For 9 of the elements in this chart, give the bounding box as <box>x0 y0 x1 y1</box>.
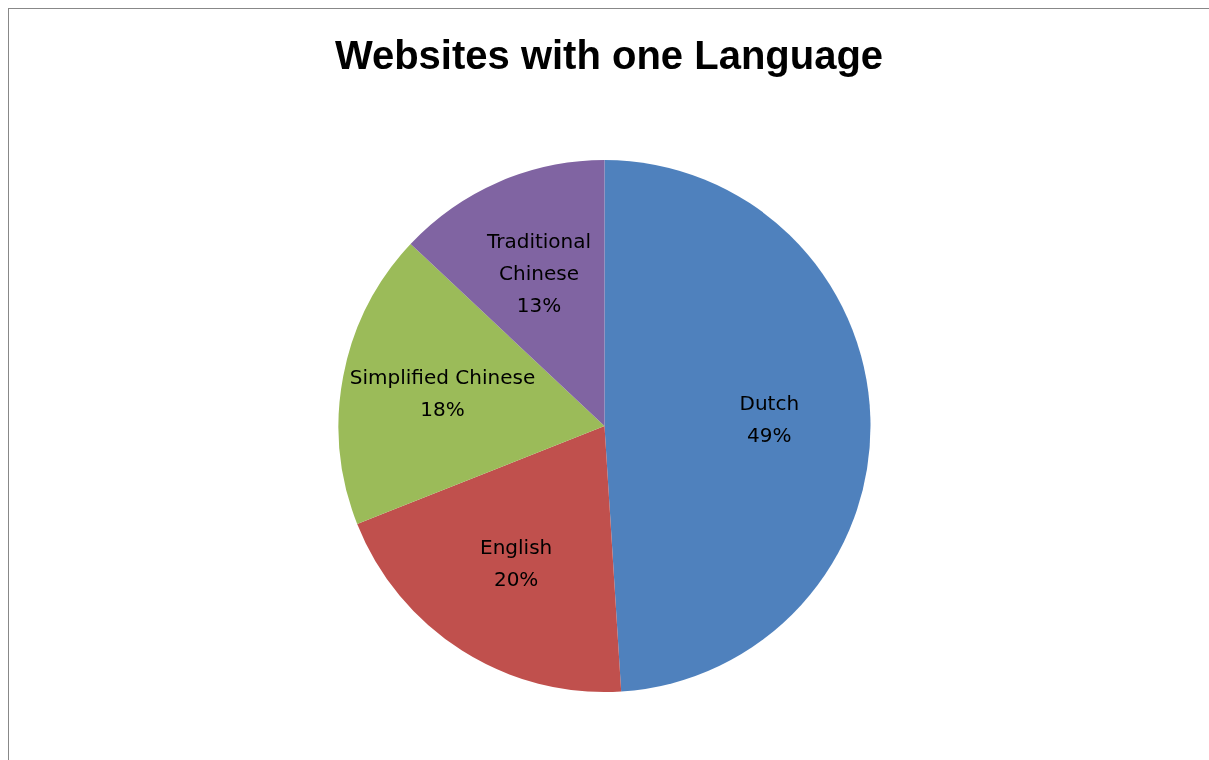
slice-label: Dutch <box>739 391 800 416</box>
data-label: 49% <box>747 423 792 448</box>
data-label: 18% <box>420 397 465 422</box>
slice-label: Simplified Chinese <box>349 365 536 390</box>
chart-title: Websites with one Language <box>334 33 884 78</box>
slice-label: English <box>480 535 553 560</box>
slice-label: Traditional Chinese <box>485 228 592 285</box>
data-label: 20% <box>493 567 539 592</box>
data-label: 13% <box>516 292 562 317</box>
